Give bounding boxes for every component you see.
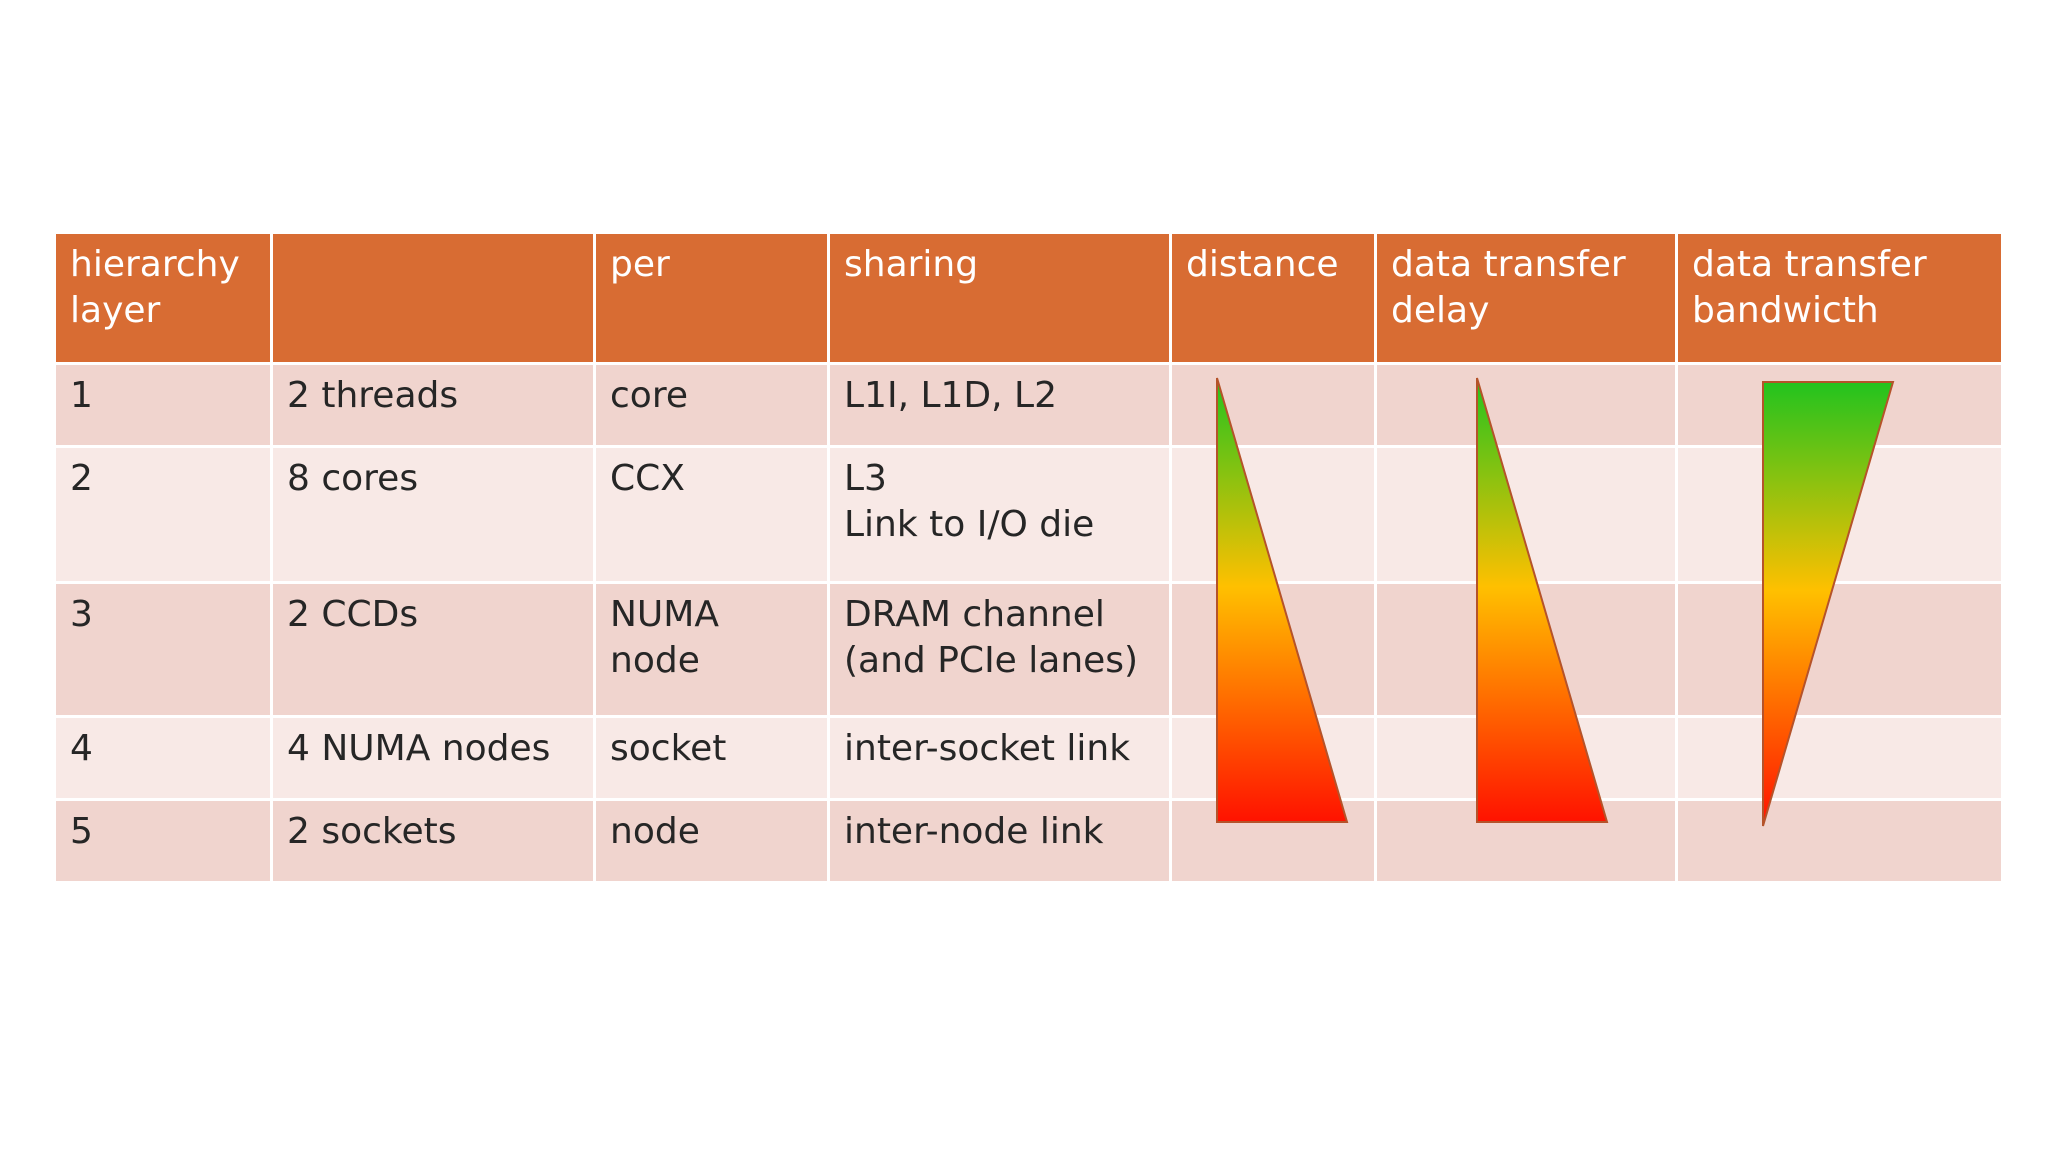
- cell-layer: 1: [53, 362, 273, 448]
- cell-sharing: DRAM channel (and PCIe lanes): [827, 581, 1172, 718]
- cell-unit: 8 cores: [270, 445, 596, 584]
- header-unit: [270, 231, 596, 365]
- table-row: 5 2 sockets node inter-node link: [53, 798, 2004, 884]
- cell-per: socket: [593, 715, 830, 801]
- cell-delay: [1374, 715, 1678, 801]
- table-row: 1 2 threads core L1I, L1D, L2: [53, 362, 2004, 448]
- cell-layer: 5: [53, 798, 273, 884]
- cell-per: NUMA node: [593, 581, 830, 718]
- header-delay: data transfer delay: [1374, 231, 1678, 365]
- cell-unit: 2 CCDs: [270, 581, 596, 718]
- cell-layer: 4: [53, 715, 273, 801]
- cell-distance: [1169, 581, 1377, 718]
- header-bandwidth: data transfer bandwicth: [1675, 231, 2004, 365]
- cell-per: core: [593, 362, 830, 448]
- header-hierarchy-layer: hierarchy layer: [53, 231, 273, 365]
- table-row: 4 4 NUMA nodes socket inter-socket link: [53, 715, 2004, 801]
- header-distance: distance: [1169, 231, 1377, 365]
- cell-bandwidth: [1675, 445, 2004, 584]
- cell-sharing: L3 Link to I/O die: [827, 445, 1172, 584]
- hierarchy-table: hierarchy layer per sharing distance dat…: [53, 231, 2004, 884]
- cell-unit: 4 NUMA nodes: [270, 715, 596, 801]
- cell-bandwidth: [1675, 581, 2004, 718]
- cell-unit: 2 sockets: [270, 798, 596, 884]
- cell-bandwidth: [1675, 715, 2004, 801]
- cell-delay: [1374, 798, 1678, 884]
- cell-per: node: [593, 798, 830, 884]
- cell-distance: [1169, 445, 1377, 584]
- cell-layer: 3: [53, 581, 273, 718]
- cell-bandwidth: [1675, 362, 2004, 448]
- cell-delay: [1374, 445, 1678, 584]
- header-sharing: sharing: [827, 231, 1172, 365]
- cell-layer: 2: [53, 445, 273, 584]
- header-per: per: [593, 231, 830, 365]
- cell-per: CCX: [593, 445, 830, 584]
- cell-bandwidth: [1675, 798, 2004, 884]
- cell-sharing: inter-socket link: [827, 715, 1172, 801]
- cell-delay: [1374, 581, 1678, 718]
- header-row: hierarchy layer per sharing distance dat…: [53, 231, 2004, 365]
- cell-sharing: inter-node link: [827, 798, 1172, 884]
- cell-distance: [1169, 715, 1377, 801]
- cell-sharing: L1I, L1D, L2: [827, 362, 1172, 448]
- cell-delay: [1374, 362, 1678, 448]
- cell-unit: 2 threads: [270, 362, 596, 448]
- table-row: 3 2 CCDs NUMA node DRAM channel (and PCI…: [53, 581, 2004, 718]
- cell-distance: [1169, 362, 1377, 448]
- cell-distance: [1169, 798, 1377, 884]
- table-row: 2 8 cores CCX L3 Link to I/O die: [53, 445, 2004, 584]
